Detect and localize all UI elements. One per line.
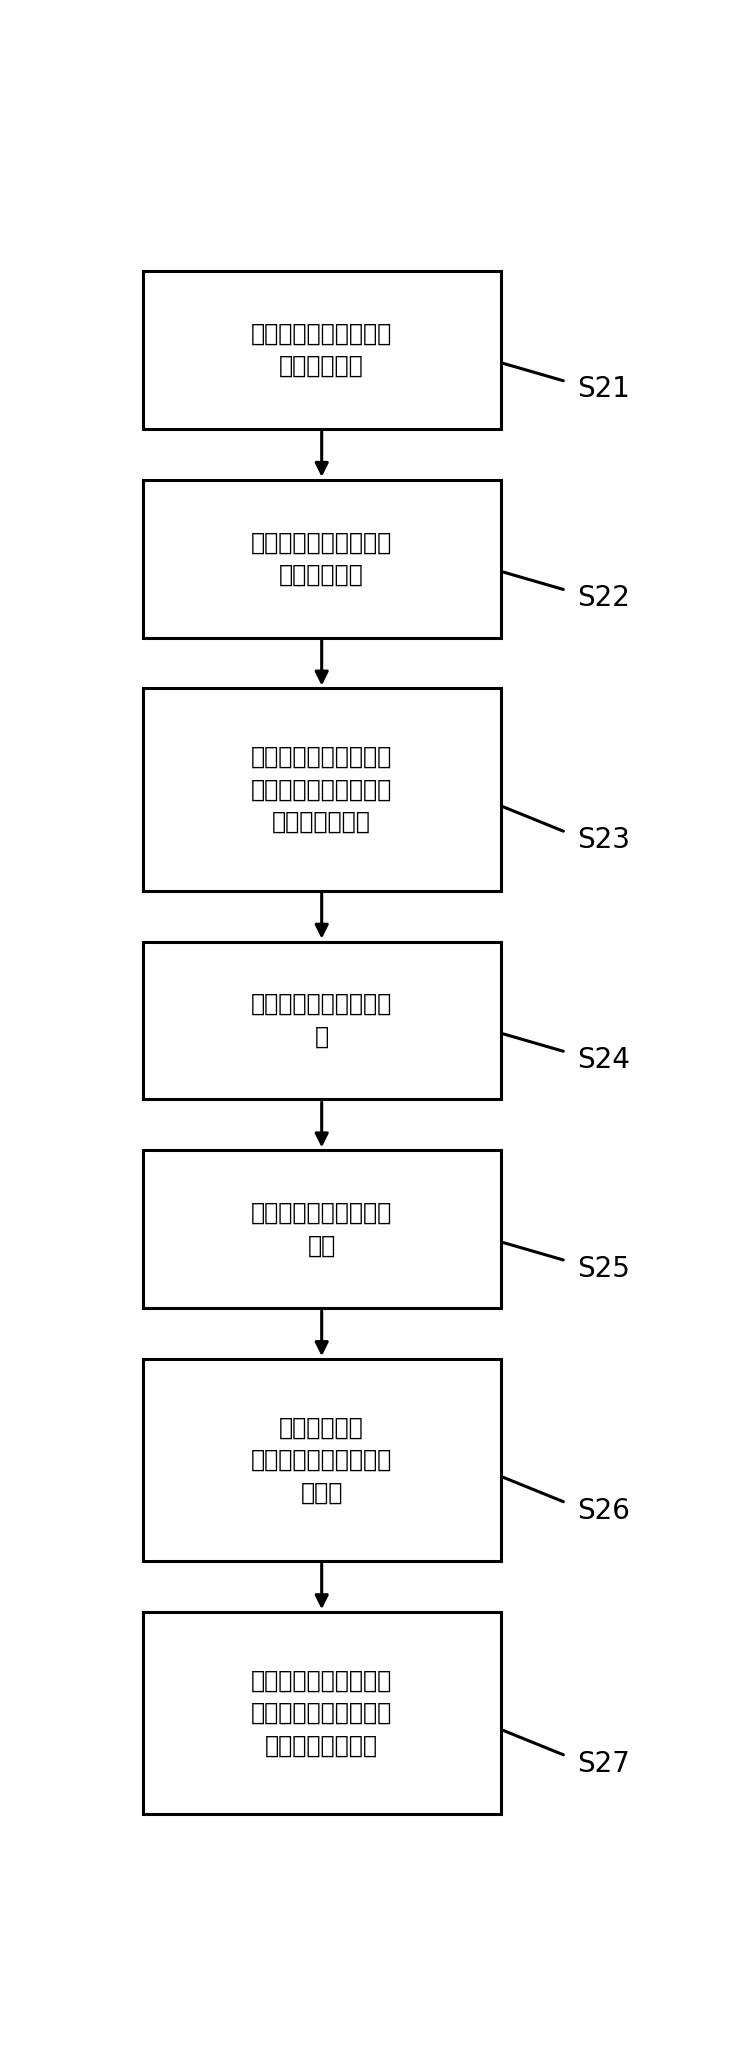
Text: 构造带条件约束的视频
图像判别网络: 构造带条件约束的视频 图像判别网络 (251, 529, 392, 587)
Bar (143, 1360, 501, 1561)
Text: S25: S25 (578, 1255, 630, 1283)
Text: 将对抗特征向量经过分
类器训练，得到视频中
车辆图像检测模型: 将对抗特征向量经过分 类器训练，得到视频中 车辆图像检测模型 (251, 1669, 392, 1757)
Text: 条件约束下视频图像判
别网络和视频图像生成
网络的对抗训练: 条件约束下视频图像判 别网络和视频图像生成 网络的对抗训练 (251, 746, 392, 834)
Text: 提取车辆视频图像对抗
特征: 提取车辆视频图像对抗 特征 (251, 1201, 392, 1257)
Text: 构造带条件约束的视频
图像判别网络: 构造带条件约束的视频 图像判别网络 (251, 321, 392, 379)
Bar (143, 1613, 501, 1815)
Bar (143, 272, 501, 428)
Text: S24: S24 (578, 1046, 630, 1073)
Text: S23: S23 (578, 826, 630, 855)
Bar (143, 941, 501, 1100)
Text: 获取车辆视频图像负样
本: 获取车辆视频图像负样 本 (251, 993, 392, 1049)
Text: S26: S26 (578, 1498, 630, 1524)
Text: S21: S21 (578, 375, 630, 404)
Bar (143, 688, 501, 890)
Text: S27: S27 (578, 1749, 630, 1778)
Text: S22: S22 (578, 585, 630, 612)
Bar (143, 480, 501, 639)
Bar (143, 1149, 501, 1308)
Text: 收集车辆图像
对抗特征，组成对抗特
征向量: 收集车辆图像 对抗特征，组成对抗特 征向量 (251, 1415, 392, 1504)
